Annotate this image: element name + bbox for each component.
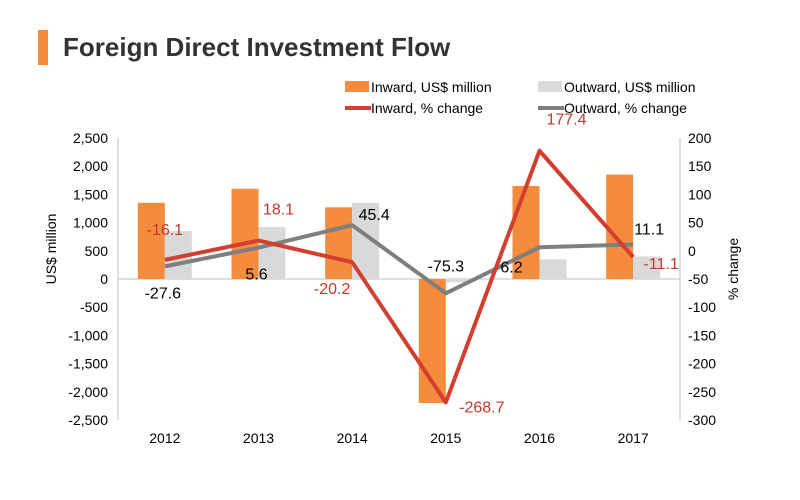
x-tick-label: 2016 [524, 430, 555, 446]
data-label-inward-pct: -11.1 [644, 256, 679, 273]
legend-swatch [538, 81, 562, 92]
line-inward-pct [164, 148, 635, 405]
y-tick-label: 0 [100, 271, 108, 287]
data-label-outward-pct: 45.4 [359, 207, 390, 224]
data-label-outward-pct: 11.1 [634, 222, 664, 239]
data-label-outward-pct: 6.2 [500, 259, 522, 276]
bar-inward [231, 188, 259, 279]
legend-label: Inward, % change [371, 100, 483, 116]
legend-label: Outward, % change [564, 100, 687, 116]
legend-label: Inward, US$ million [371, 79, 492, 95]
y-tick-label: -500 [80, 299, 108, 315]
x-tick-label: 2017 [618, 430, 649, 446]
data-label-inward-pct: -20.2 [314, 281, 351, 298]
chart-title: Foreign Direct Investment Flow [63, 32, 451, 62]
y2-tick-label: -100 [688, 299, 716, 315]
y-tick-label: 1,500 [73, 186, 108, 202]
y-tick-label: -2,000 [68, 384, 108, 400]
x-tick-label: 2014 [337, 430, 368, 446]
y-axis-title: US$ million [43, 214, 59, 285]
bar-inward [512, 185, 540, 279]
data-label-outward-pct: -27.6 [145, 285, 182, 302]
data-label-inward-pct: 177.4 [546, 112, 586, 129]
data-label-outward-pct: -75.3 [428, 258, 465, 275]
y2-tick-label: 0 [688, 243, 696, 259]
y-tick-label: 500 [85, 243, 109, 259]
line-outward-pct [164, 223, 634, 296]
title-accent-bar [38, 30, 48, 65]
data-label-outward-pct: 5.6 [245, 267, 267, 284]
y2-tick-label: 50 [688, 215, 704, 231]
y2-tick-label: -50 [688, 271, 708, 287]
y2-tick-label: -300 [688, 412, 716, 428]
bar-outward [445, 279, 473, 283]
bar-inward [325, 207, 353, 279]
y-tick-label: 2,500 [73, 130, 108, 146]
y-tick-label: 2,000 [73, 158, 108, 174]
x-tick-label: 2015 [430, 430, 461, 446]
y2-axis-title: % change [725, 238, 741, 300]
x-tick-label: 2012 [149, 430, 180, 446]
legend-label: Outward, US$ million [564, 79, 696, 95]
y-tick-label: -1,500 [68, 356, 108, 372]
y-tick-label: -1,000 [68, 327, 108, 343]
bar-inward [606, 174, 634, 279]
data-label-inward-pct: 18.1 [263, 202, 294, 219]
legend-swatch [345, 81, 369, 92]
y-tick-label: -2,500 [68, 412, 108, 428]
y2-tick-label: 100 [688, 186, 712, 202]
y2-tick-label: -150 [688, 327, 716, 343]
bar-outward [258, 227, 286, 279]
bar-outward [539, 259, 567, 279]
data-label-inward-pct: -268.7 [459, 399, 504, 416]
data-label-inward-pct: -16.1 [147, 222, 184, 239]
y2-tick-label: -200 [688, 356, 716, 372]
y2-tick-label: 150 [688, 158, 712, 174]
bar-outward [633, 256, 661, 279]
y2-tick-label: -250 [688, 384, 716, 400]
y2-tick-label: 200 [688, 130, 712, 146]
bar-inward [137, 202, 165, 279]
x-tick-label: 2013 [243, 430, 274, 446]
y-tick-label: 1,000 [73, 215, 108, 231]
